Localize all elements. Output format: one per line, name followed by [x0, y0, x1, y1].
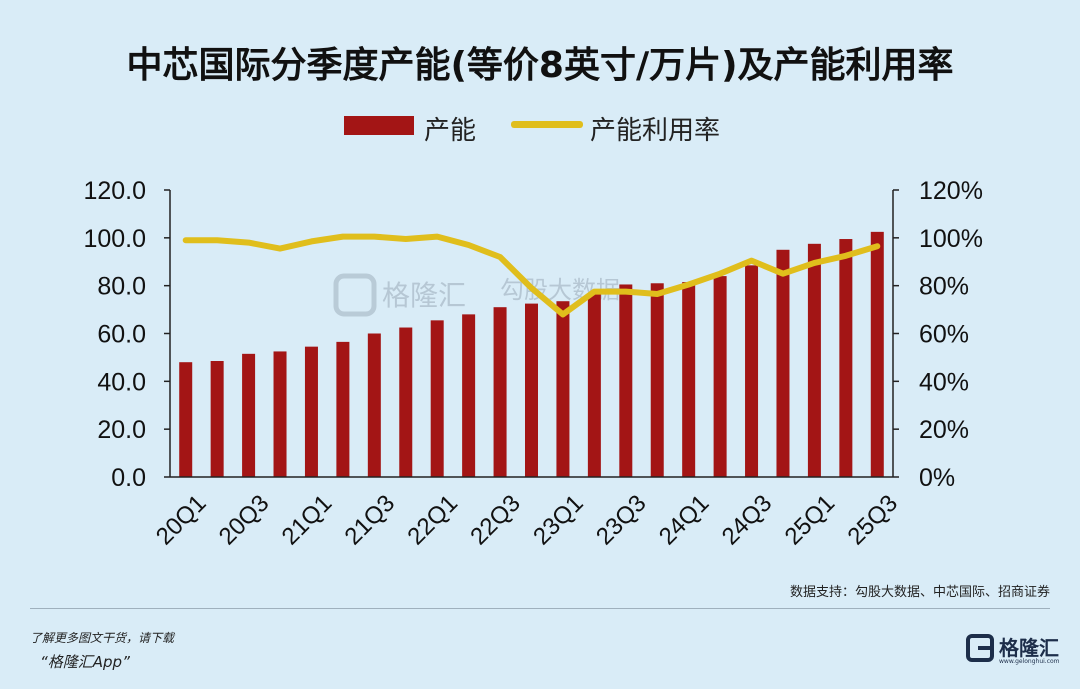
capacity-bar-21Q2: [336, 341, 350, 477]
x-tick-label: 25Q3: [842, 490, 903, 551]
x-tick-label: 23Q1: [528, 490, 589, 551]
x-tick-label: 22Q3: [465, 490, 526, 551]
x-tick-label: 20Q1: [151, 490, 212, 551]
right-tick-label: 0%: [919, 464, 955, 492]
capacity-bar-23Q2: [587, 294, 601, 477]
left-axis: 0.0 20.0 40.0 60.0 80.0 100.0 120.0: [83, 177, 171, 492]
left-tick-label: 60.0: [97, 321, 146, 349]
legend-utilization-swatch: [511, 121, 583, 128]
capacity-bar-25Q3: [870, 231, 884, 477]
left-tick-label: 0.0: [111, 464, 146, 492]
capacity-bar-21Q4: [399, 327, 413, 477]
x-axis: 20Q1 20Q3 21Q1 21Q3 22Q1 22Q3 23Q1 23Q3 24Q1 24Q3…: [151, 476, 903, 551]
capacity-bar-21Q1: [304, 346, 318, 477]
legend-capacity-swatch: [344, 116, 414, 135]
data-source: 数据支持：勾股大数据、中芯国际、招商证券: [789, 585, 1050, 600]
legend-capacity-label: 产能: [424, 116, 477, 146]
capacity-bar-24Q3: [745, 265, 759, 477]
right-tick-label: 100%: [919, 225, 983, 253]
right-tick-label: 60%: [919, 321, 969, 349]
promo-line-2: “格隆汇App”: [40, 653, 130, 671]
right-axis: 0% 20% 40% 60% 80% 100% 120%: [892, 177, 983, 492]
capacity-bar-20Q4: [273, 351, 287, 477]
legend-utilization-label: 产能利用率: [590, 116, 721, 146]
capacity-bar-22Q2: [462, 314, 476, 477]
x-tick-label: 20Q3: [214, 490, 275, 551]
watermark-brand: 格隆汇: [382, 279, 466, 312]
capacity-bar-21Q3: [367, 333, 381, 477]
left-tick-label: 20.0: [97, 416, 146, 444]
capacity-bar-22Q1: [430, 320, 444, 477]
chart-legend: 产能 产能利用率: [0, 108, 1080, 146]
capacity-bar-24Q2: [713, 276, 727, 477]
capacity-bar-25Q2: [839, 239, 853, 477]
right-tick-label: 40%: [919, 368, 969, 396]
capacity-bar-22Q4: [525, 303, 538, 477]
footer-divider: [30, 608, 1050, 609]
capacity-bar-23Q3: [619, 284, 633, 477]
x-tick-label: 21Q3: [340, 490, 401, 551]
x-tick-label: 23Q3: [591, 490, 652, 551]
capacity-bar-23Q4: [650, 283, 664, 477]
capacity-bar-20Q3: [242, 353, 256, 477]
x-tick-label: 22Q1: [402, 490, 463, 551]
chart-title: 中芯国际分季度产能(等价8英寸/万片)及产能利用率: [126, 45, 954, 86]
logo-g-icon: [966, 634, 994, 662]
x-tick-label: 21Q1: [277, 490, 338, 551]
capacity-bars: [179, 231, 884, 477]
capacity-bar-24Q1: [682, 282, 696, 477]
left-tick-label: 100.0: [83, 225, 146, 253]
capacity-bar-25Q1: [807, 243, 821, 477]
left-tick-label: 40.0: [97, 368, 146, 396]
capacity-bar-23Q1: [556, 301, 570, 477]
promo-line-1: 了解更多图文干货，请下载: [30, 631, 175, 645]
chart-canvas: 格隆汇 勾股大数据 0.020.040.060.080.0100.0120.0 …: [83, 177, 983, 551]
utilization-line-group: [182, 233, 881, 318]
watermark-logo-icon: [333, 273, 377, 317]
right-tick-label: 120%: [919, 177, 983, 205]
x-tick-label: 24Q1: [654, 490, 715, 551]
capacity-bar-24Q4: [776, 249, 790, 477]
utilization-line: [182, 233, 881, 318]
capacity-bar-22Q3: [493, 307, 507, 477]
x-tick-label: 25Q1: [780, 490, 841, 551]
left-tick-label: 80.0: [97, 273, 146, 301]
logo-name: 格隆汇: [999, 636, 1059, 660]
watermark: 格隆汇 勾股大数据: [333, 273, 620, 317]
capacity-bar-20Q2: [210, 361, 224, 477]
logo-url: www.gelonghui.com: [999, 658, 1060, 665]
x-tick-label: 24Q3: [717, 490, 778, 551]
brand-logo: 格隆汇 www.gelonghui.com: [966, 632, 1062, 668]
left-tick-label: 120.0: [83, 177, 146, 205]
right-tick-label: 80%: [919, 273, 969, 301]
capacity-bar-20Q1: [179, 362, 193, 477]
right-tick-label: 20%: [919, 416, 969, 444]
